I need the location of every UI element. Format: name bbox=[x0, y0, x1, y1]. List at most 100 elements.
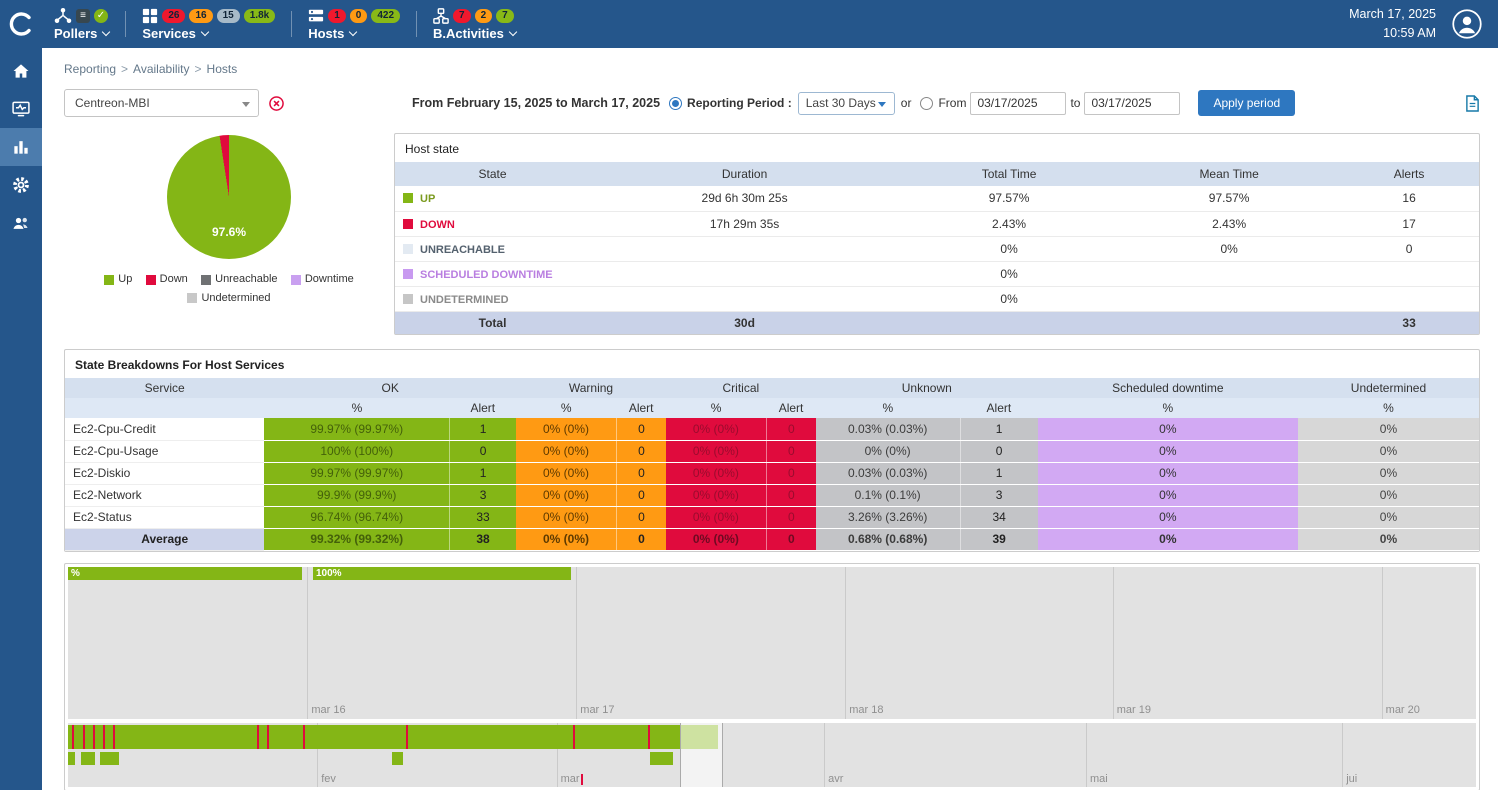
legend-down: Down bbox=[145, 271, 188, 288]
service-breakdown-panel: State Breakdowns For Host Services Servi… bbox=[64, 349, 1480, 552]
breadcrumb-availability[interactable]: Availability bbox=[133, 62, 190, 76]
downtime-tick bbox=[113, 724, 116, 749]
menu-bactivities[interactable]: 7 2 7 B.Activities bbox=[421, 4, 528, 44]
gridline bbox=[1085, 722, 1087, 787]
chevron-down-icon bbox=[508, 27, 518, 37]
current-time: 10:59 AM bbox=[1383, 26, 1436, 40]
axis-tick-label: mai bbox=[1089, 772, 1108, 785]
table-row: Ec2-Cpu-Usage 100% (100%) 0 0% (0%) 0 0%… bbox=[65, 440, 1479, 463]
services-label: Services bbox=[142, 26, 196, 41]
menu-pollers[interactable]: ≡ ✓ Pollers bbox=[42, 4, 121, 44]
breakdown-title: State Breakdowns For Host Services bbox=[75, 358, 285, 372]
services-icon bbox=[142, 8, 158, 24]
service-name: Ec2-Status bbox=[65, 506, 265, 529]
downtime-tick bbox=[405, 724, 408, 749]
gridline bbox=[307, 566, 309, 719]
down-state-swatch bbox=[403, 218, 413, 229]
services-warning-badge[interactable]: 16 bbox=[189, 8, 213, 23]
clear-selection-icon[interactable] bbox=[269, 95, 284, 111]
table-row: UNREACHABLE 0% 0% 0 bbox=[395, 236, 1479, 262]
hosts-unreachable-badge[interactable]: 0 bbox=[349, 8, 368, 23]
sidebar-item-reporting[interactable] bbox=[0, 128, 42, 166]
table-row: UP 29d 6h 30m 25s 97.57% 97.57% 16 bbox=[395, 186, 1479, 212]
reporting-period-radio[interactable] bbox=[669, 96, 683, 110]
host-state-title: Host state bbox=[405, 142, 460, 156]
legend-up: Up bbox=[104, 271, 132, 288]
main-content: Reporting > Availability > Hosts Centreon-MB… bbox=[42, 48, 1498, 790]
menu-hosts[interactable]: 1 0 422 Hosts bbox=[296, 4, 412, 44]
sidebar-item-configuration[interactable] bbox=[0, 166, 42, 204]
chevron-down-icon bbox=[102, 27, 111, 37]
state-label: UNDETERMINED bbox=[420, 293, 509, 306]
uptime-band bbox=[68, 724, 719, 749]
total-row: Total 30d 33 bbox=[395, 311, 1479, 334]
filter-bar: Centreon-MBI From February 15, 2025 to M… bbox=[64, 89, 1480, 117]
export-report-icon[interactable] bbox=[1465, 94, 1480, 112]
breadcrumb-reporting[interactable]: Reporting bbox=[64, 62, 117, 76]
user-avatar[interactable] bbox=[1452, 9, 1482, 39]
bactivities-critical-badge[interactable]: 7 bbox=[453, 8, 471, 23]
legend-undetermined-swatch bbox=[187, 293, 198, 303]
axis-tick-label: jui bbox=[1346, 772, 1358, 785]
host-state-panel: Host state State Duration Total Time Mea… bbox=[394, 133, 1480, 335]
event-block bbox=[100, 751, 119, 765]
table-row: Ec2-Network 99.9% (99.9%) 3 0% (0%) 0 0%… bbox=[65, 484, 1479, 507]
service-name: Ec2-Diskio bbox=[65, 462, 265, 485]
state-label: SCHEDULED DOWNTIME bbox=[420, 268, 553, 281]
gear-icon bbox=[13, 177, 29, 193]
topbar: ≡ ✓ Pollers 26 16 15 1.8k Services bbox=[0, 0, 1498, 48]
chevron-down-icon bbox=[349, 27, 358, 37]
bactivities-warning-badge[interactable]: 2 bbox=[474, 8, 493, 23]
hosts-down-badge[interactable]: 1 bbox=[328, 8, 346, 23]
current-date-marker bbox=[580, 773, 583, 785]
breakdown-sub-header-row: % Alert % Alert % Alert % Alert % % bbox=[65, 398, 1479, 418]
clock: March 17, 2025 10:59 AM bbox=[1349, 5, 1436, 44]
services-unknown-badge[interactable]: 15 bbox=[216, 8, 240, 23]
bar-chart-icon bbox=[14, 141, 28, 154]
axis-tick-label: mar 20 bbox=[1385, 703, 1420, 716]
availability-graph-plot[interactable]: mar 16 mar 17 mar 18 mar 19 mar 20% 100% bbox=[68, 566, 1476, 719]
period-select[interactable]: Last 30 Days bbox=[797, 91, 895, 115]
poller-latency-icon[interactable]: ≡ bbox=[76, 8, 90, 23]
menu-services[interactable]: 26 16 15 1.8k Services bbox=[130, 4, 287, 44]
breadcrumb: Reporting > Availability > Hosts bbox=[64, 62, 238, 76]
custom-period-radio[interactable] bbox=[920, 96, 934, 110]
chevron-down-icon bbox=[242, 102, 250, 107]
monitoring-icon bbox=[12, 101, 30, 117]
services-critical-badge[interactable]: 26 bbox=[162, 8, 186, 23]
sidebar-item-administration[interactable] bbox=[0, 204, 42, 242]
centreon-logo[interactable] bbox=[0, 11, 42, 37]
bactivities-ok-badge[interactable]: 7 bbox=[496, 8, 514, 23]
downtime-tick bbox=[93, 724, 96, 749]
from-label: From bbox=[938, 96, 967, 110]
apply-period-button[interactable]: Apply period bbox=[1198, 90, 1296, 116]
people-icon bbox=[13, 217, 28, 229]
to-date-input[interactable] bbox=[1084, 91, 1181, 115]
downtime-tick bbox=[573, 724, 576, 749]
event-block bbox=[80, 751, 95, 765]
current-date: March 17, 2025 bbox=[1349, 6, 1436, 21]
axis-tick-label: mar 16 bbox=[311, 703, 346, 716]
centreon-logo-icon bbox=[9, 12, 31, 36]
event-block bbox=[391, 751, 404, 765]
report-range-text: From February 15, 2025 to March 17, 2025 bbox=[412, 96, 661, 110]
service-breakdown-table: Service OK Warning Critical Unknown Sche… bbox=[65, 378, 1479, 551]
poller-status-ok-icon[interactable]: ✓ bbox=[94, 8, 108, 23]
breadcrumb-hosts[interactable]: Hosts bbox=[206, 62, 238, 76]
availability-bar: 100% bbox=[312, 566, 571, 580]
host-select[interactable]: Centreon-MBI bbox=[64, 89, 259, 117]
timeline-overview-plot[interactable]: fev mar avr mai jui bbox=[68, 722, 1476, 787]
sidebar-item-monitoring[interactable] bbox=[0, 90, 42, 128]
hosts-up-badge[interactable]: 422 bbox=[371, 8, 401, 23]
event-block bbox=[68, 751, 76, 765]
gridline bbox=[317, 722, 319, 787]
zoom-selection-handle[interactable] bbox=[680, 722, 723, 787]
table-row: Ec2-Diskio 99.97% (99.97%) 1 0% (0%) 0 0… bbox=[65, 462, 1479, 485]
services-ok-badge[interactable]: 1.8k bbox=[243, 8, 276, 23]
axis-tick-label: mar 18 bbox=[849, 703, 884, 716]
sidebar-item-home[interactable] bbox=[0, 52, 42, 90]
from-date-input[interactable] bbox=[970, 91, 1067, 115]
availability-pie-section: 97.6% Up Down Unreachable Downtime Undet… bbox=[64, 133, 394, 335]
topbar-divider bbox=[125, 11, 127, 37]
gridline bbox=[1342, 722, 1344, 787]
